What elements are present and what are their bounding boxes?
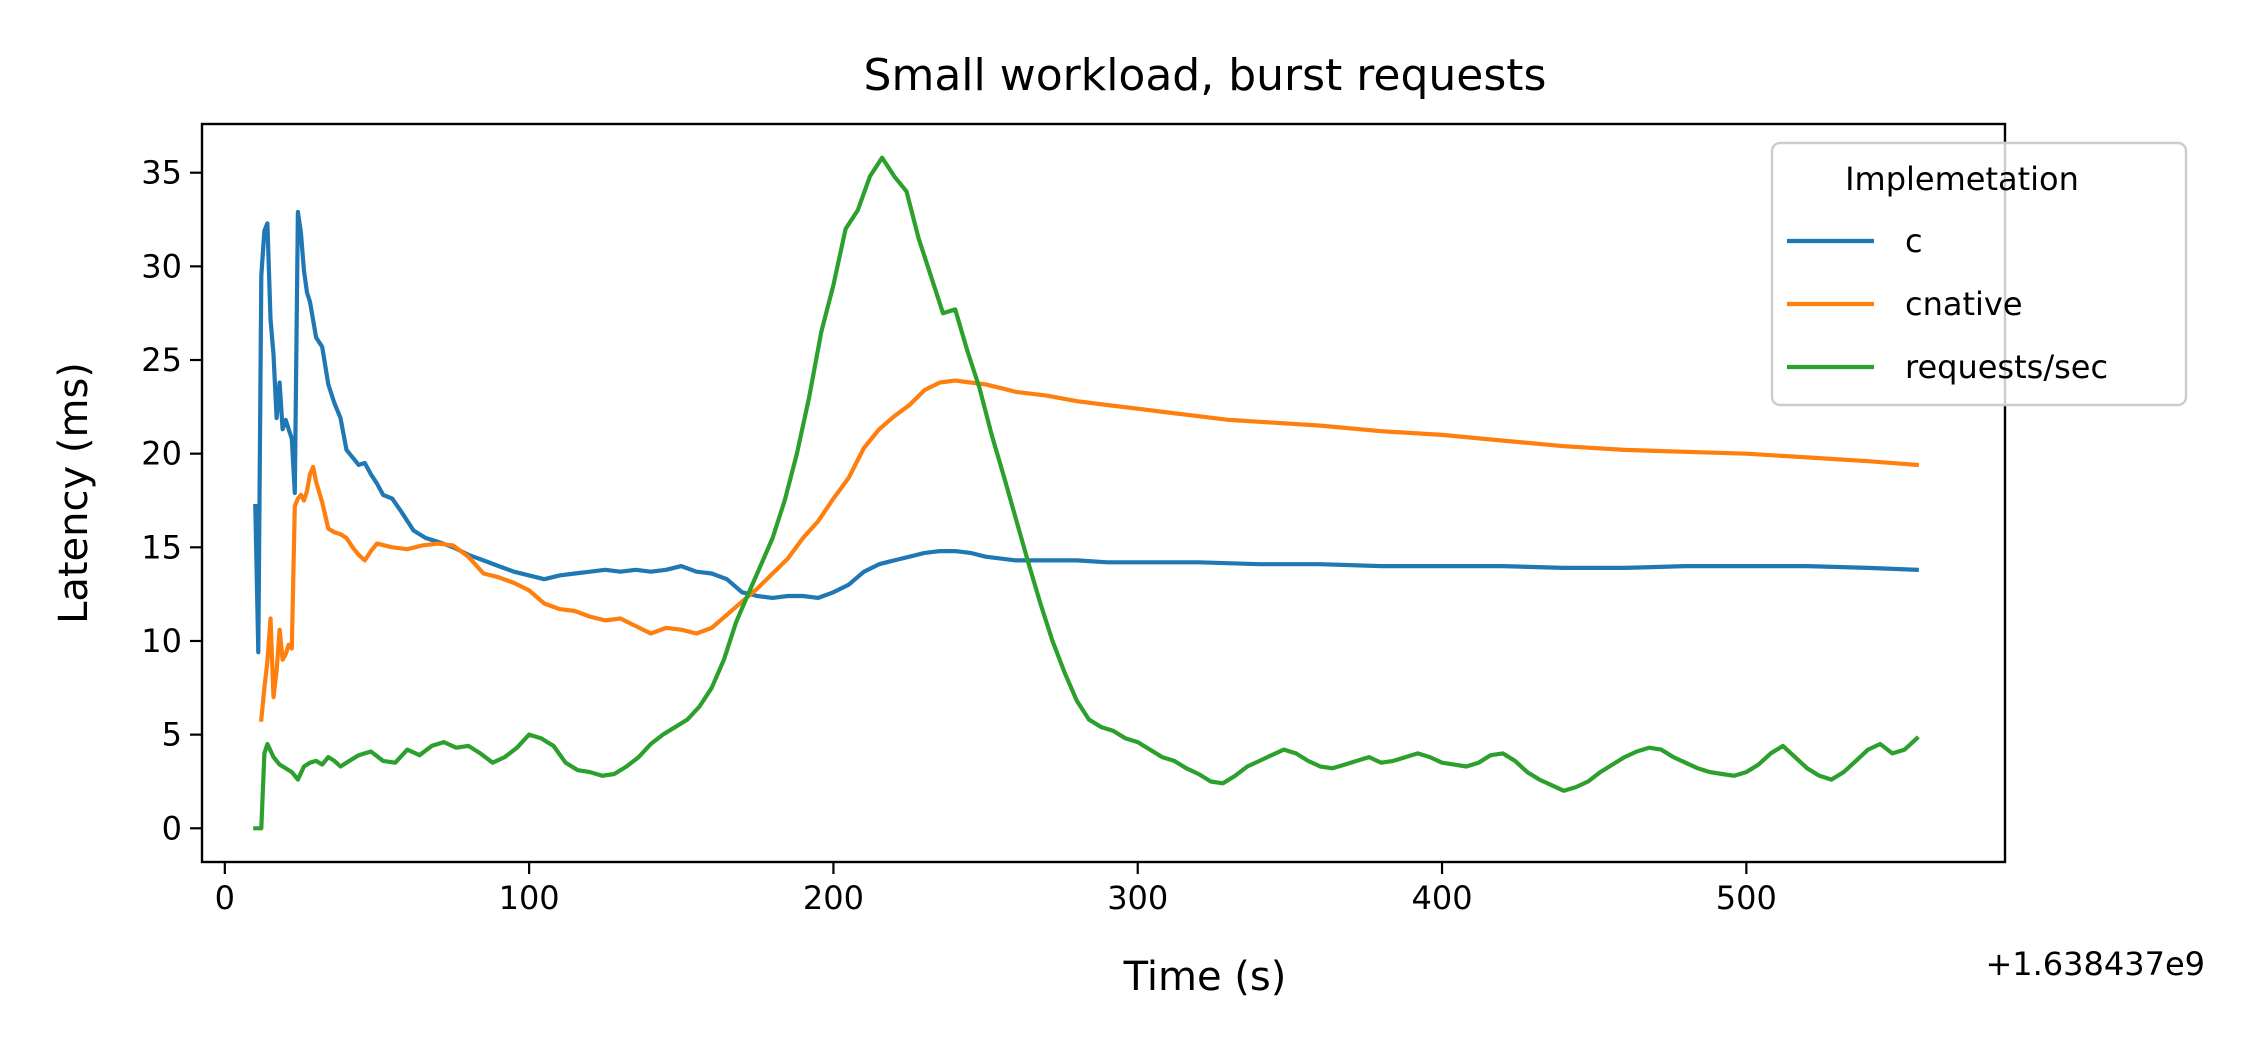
- x-axis: 0 100 200 300 400 500: [215, 862, 1777, 917]
- legend-label-2: requests/sec: [1905, 348, 2108, 386]
- x-tick-label: 200: [803, 879, 864, 917]
- x-tick-label: 0: [215, 879, 235, 917]
- y-tick-label: 25: [141, 341, 182, 379]
- y-axis: 0 5 10 15 20 25 30 35: [141, 154, 202, 847]
- x-tick-label: 300: [1107, 879, 1168, 917]
- x-offset-label: +1.638437e9: [1985, 945, 2205, 983]
- y-tick-label: 5: [162, 716, 182, 754]
- legend-box: [1770, 141, 2188, 407]
- y-tick-label: 35: [141, 154, 182, 192]
- series-line-1: [259, 378, 1920, 722]
- y-tick-label: 15: [141, 528, 182, 566]
- plot-area: [253, 155, 1920, 831]
- y-tick-label: 30: [141, 247, 182, 285]
- y-tick-label: 20: [141, 435, 182, 473]
- x-tick-label: 100: [499, 879, 560, 917]
- legend: Implemetation c cnative requests/sec: [1770, 141, 2188, 407]
- y-tick-label: 10: [141, 622, 182, 660]
- legend-label-0: c: [1905, 222, 1923, 260]
- x-tick-label: 400: [1411, 879, 1472, 917]
- series-line-0: [253, 209, 1919, 655]
- legend-title: Implemetation: [1845, 160, 2079, 198]
- series-line-2: [253, 155, 1920, 831]
- plot-frame: [200, 122, 2007, 864]
- y-tick-label: 0: [162, 809, 182, 847]
- chart-title: Small workload, burst requests: [864, 50, 1547, 101]
- x-tick-label: 500: [1716, 879, 1777, 917]
- legend-label-1: cnative: [1905, 285, 2023, 323]
- x-axis-label: Time (s): [1123, 954, 1287, 1000]
- y-axis-label: Latency (ms): [51, 362, 97, 624]
